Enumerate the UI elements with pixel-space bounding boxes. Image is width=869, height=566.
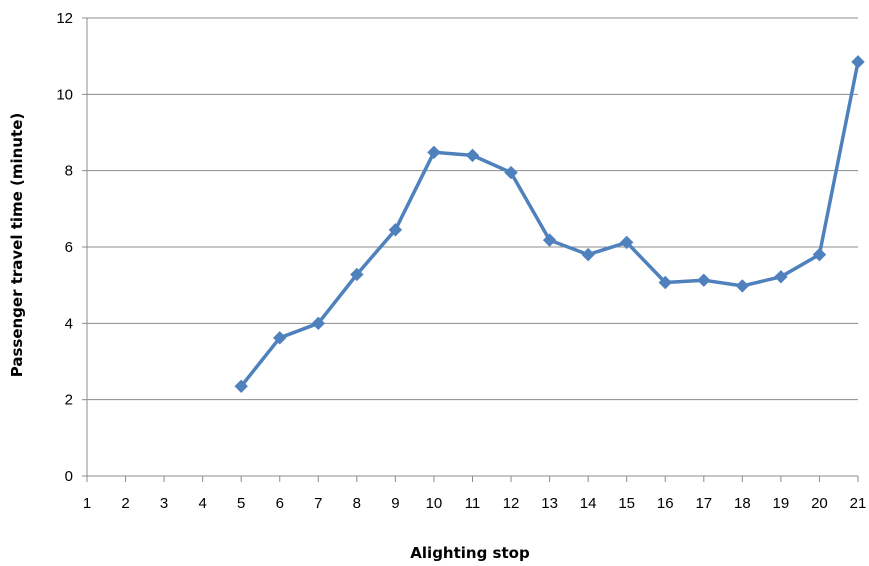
x-tick-label: 10 bbox=[426, 495, 443, 512]
data-point-marker bbox=[234, 379, 248, 394]
data-point-marker bbox=[311, 316, 326, 331]
data-point-marker bbox=[658, 275, 672, 290]
x-tick-label: 16 bbox=[657, 495, 674, 512]
x-tick-label: 1 bbox=[83, 495, 91, 512]
y-tick-label: 10 bbox=[56, 86, 73, 103]
x-tick-label: 18 bbox=[734, 495, 751, 512]
x-tick-label: 6 bbox=[276, 495, 284, 512]
axes bbox=[82, 17, 859, 482]
data-point-marker bbox=[273, 331, 287, 345]
x-tick-labels: 1 2 3 4 5 6 7 8 9 10 11 12 13 14 15 16 17 18 19 20 21 bbox=[83, 495, 867, 512]
x-tick-label: 20 bbox=[811, 495, 828, 512]
x-tick-label: 13 bbox=[541, 495, 558, 512]
gridlines bbox=[87, 17, 858, 401]
data-point-marker bbox=[504, 165, 518, 180]
data-point-marker bbox=[388, 223, 403, 237]
data-point-marker bbox=[735, 279, 750, 293]
data-series bbox=[234, 55, 865, 394]
data-point-marker bbox=[774, 270, 788, 284]
x-tick-label: 5 bbox=[237, 495, 245, 512]
y-tick-label: 12 bbox=[56, 10, 73, 27]
x-tick-label: 21 bbox=[850, 495, 867, 512]
x-tick-label: 2 bbox=[121, 495, 129, 512]
data-point-marker bbox=[697, 273, 711, 287]
data-point-marker bbox=[619, 235, 634, 250]
y-tick-label: 4 bbox=[65, 315, 73, 332]
x-tick-label: 3 bbox=[160, 495, 168, 512]
x-tick-label: 12 bbox=[503, 495, 520, 512]
data-point-marker bbox=[581, 247, 595, 262]
x-tick-label: 19 bbox=[773, 495, 790, 512]
x-tick-label: 14 bbox=[580, 495, 597, 512]
y-tick-label: 8 bbox=[65, 163, 73, 180]
x-tick-label: 4 bbox=[198, 495, 206, 512]
y-tick-labels: 0 2 4 6 8 10 12 bbox=[56, 10, 73, 485]
data-point-marker bbox=[427, 145, 441, 160]
data-point-marker bbox=[350, 267, 364, 282]
x-tick-label: 15 bbox=[618, 495, 635, 512]
y-tick-label: 6 bbox=[65, 239, 73, 256]
y-tick-label: 2 bbox=[65, 392, 73, 409]
x-tick-label: 11 bbox=[465, 495, 481, 512]
x-tick-label: 8 bbox=[353, 495, 361, 512]
data-point-marker bbox=[542, 233, 557, 247]
x-tick-label: 9 bbox=[391, 495, 399, 512]
data-point-marker bbox=[812, 247, 827, 262]
series-line bbox=[239, 60, 860, 389]
x-axis-title: Alighting stop bbox=[410, 544, 530, 562]
y-tick-label: 0 bbox=[65, 468, 73, 485]
y-axis-title: Passenger travel time (minute) bbox=[8, 113, 26, 377]
data-point-marker bbox=[851, 55, 865, 69]
x-tick-label: 7 bbox=[314, 495, 322, 512]
data-point-marker bbox=[465, 148, 480, 163]
x-tick-label: 17 bbox=[695, 495, 712, 512]
